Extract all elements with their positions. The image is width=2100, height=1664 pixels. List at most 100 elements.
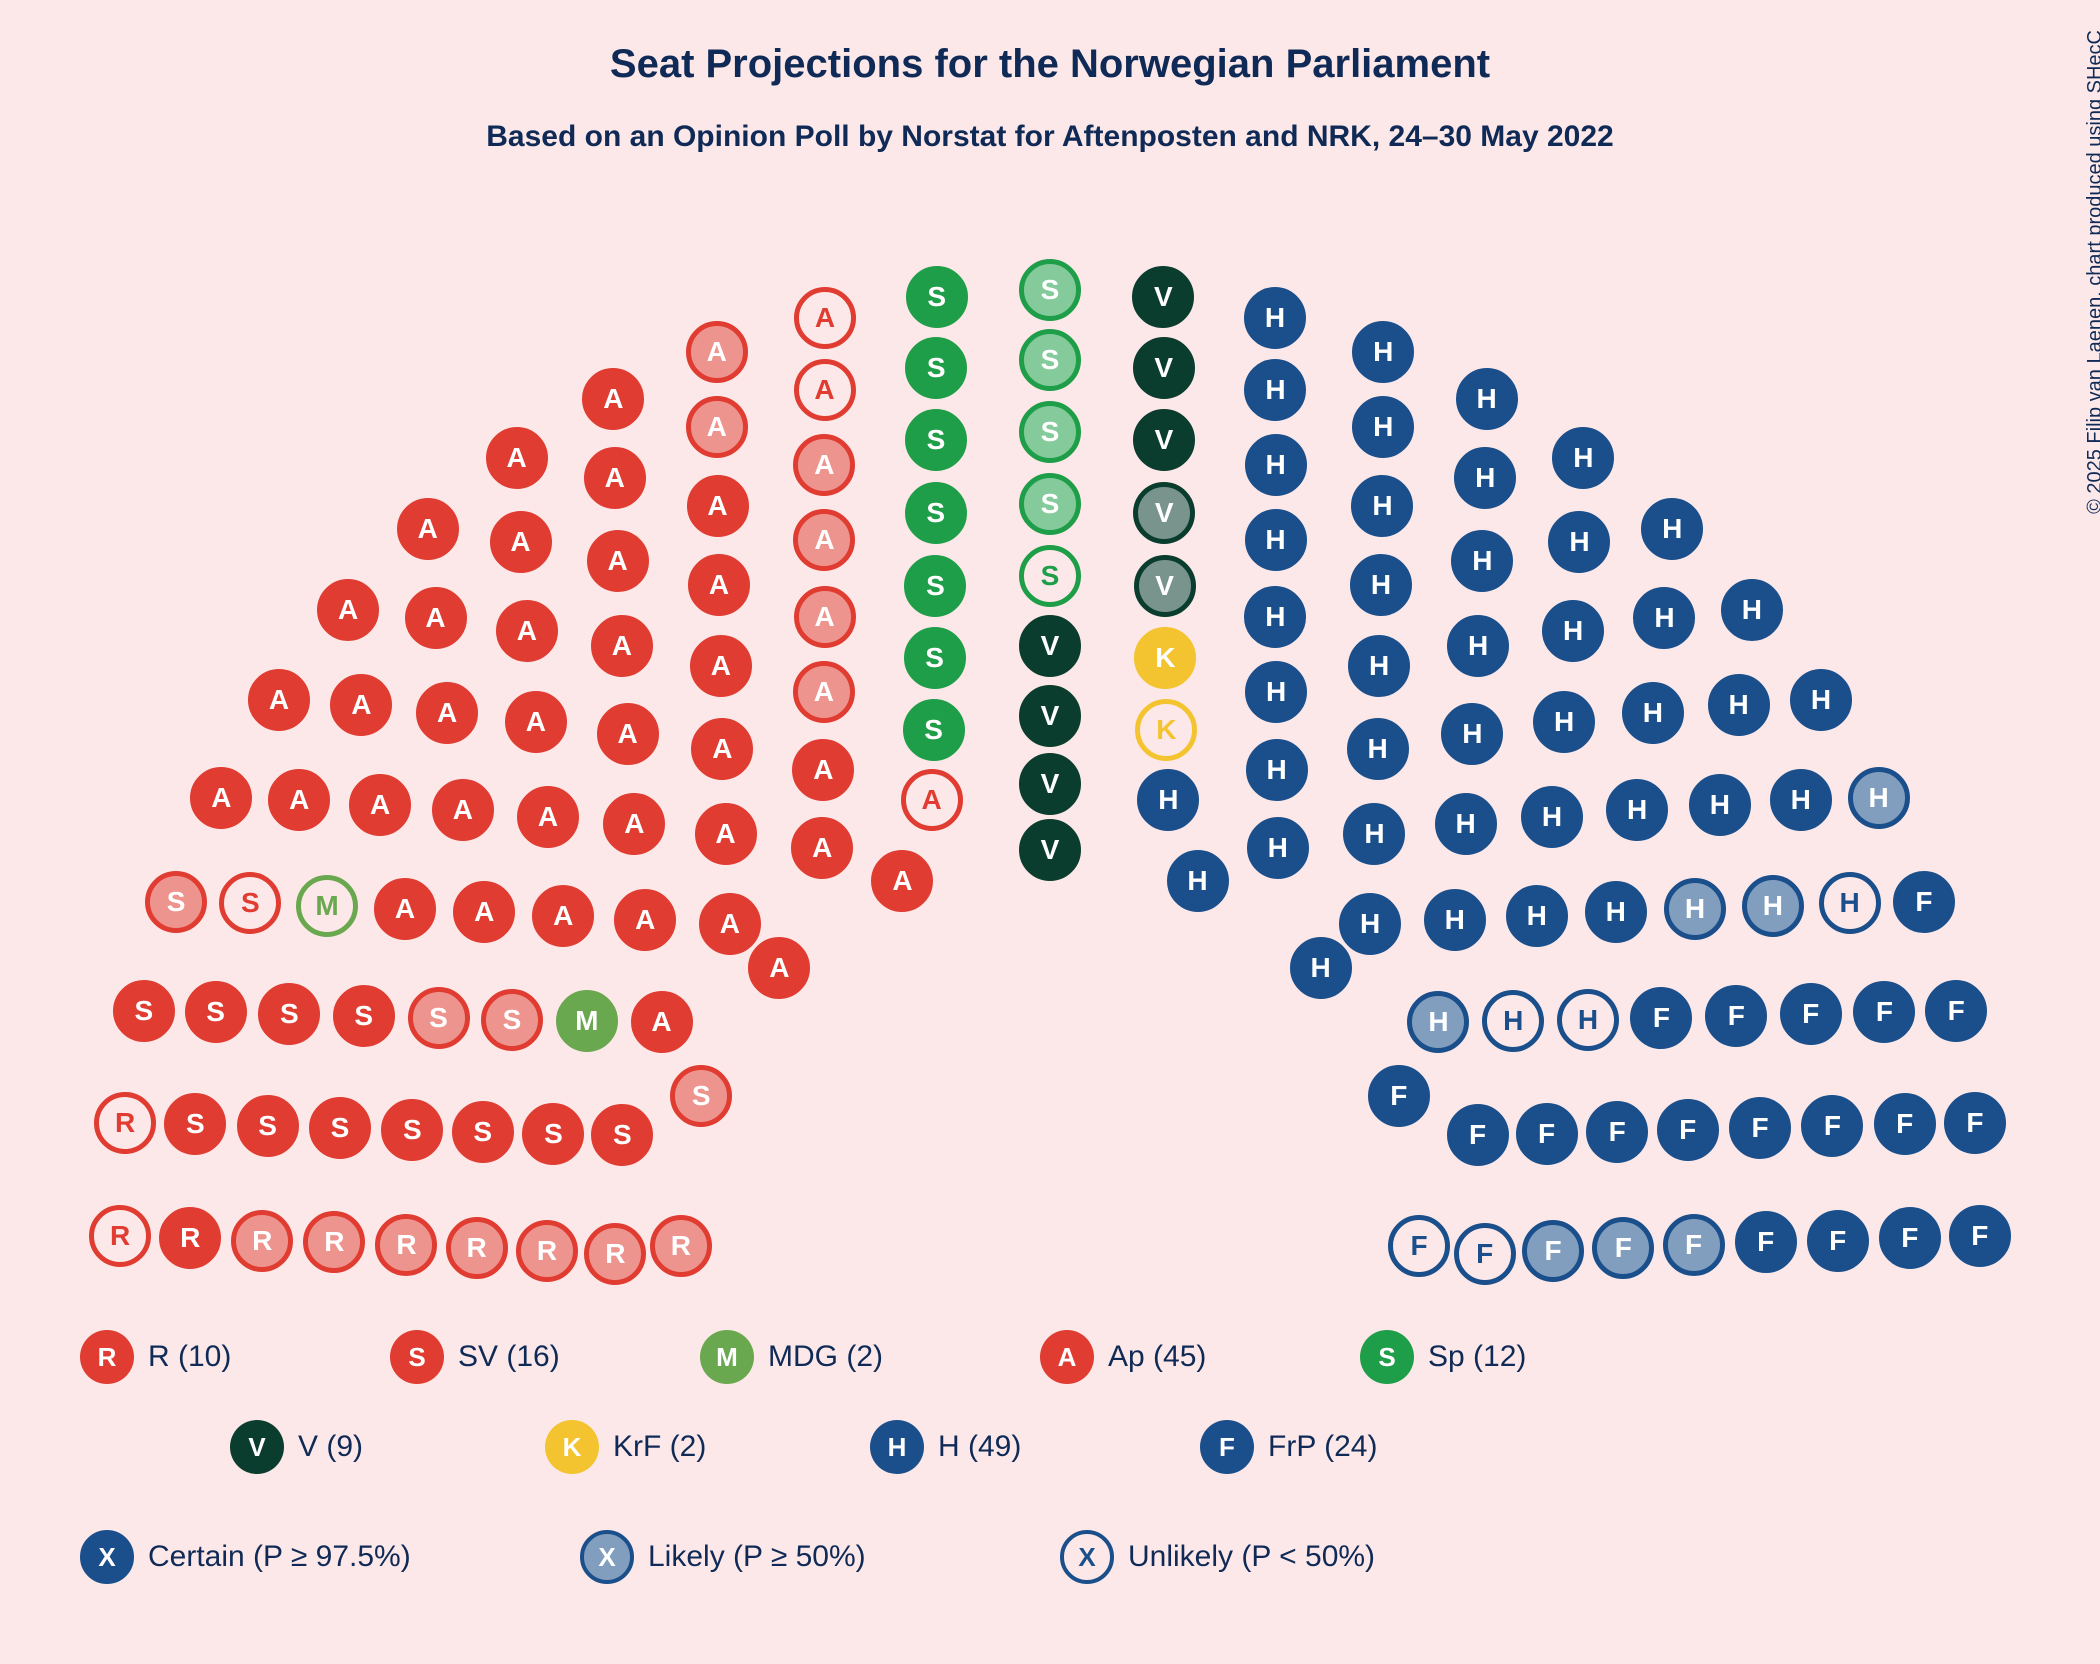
seat: A (582, 368, 644, 430)
seat: F (1801, 1095, 1863, 1157)
seat: H (1352, 396, 1414, 458)
seat: A (871, 850, 933, 912)
seat: S (164, 1093, 226, 1155)
seat: H (1689, 774, 1751, 836)
seat: S (1019, 473, 1081, 535)
seat: A (416, 682, 478, 744)
seat: A (490, 511, 552, 573)
seat: H (1350, 554, 1412, 616)
legend-party: M MDG (2) (700, 1330, 883, 1384)
seat: A (794, 586, 856, 648)
seat: R (375, 1214, 437, 1276)
seat: H (1435, 793, 1497, 855)
seat: S (905, 409, 967, 471)
seat: H (1454, 447, 1516, 509)
seat: H (1542, 600, 1604, 662)
seat: F (1663, 1214, 1725, 1276)
legend-party: HH (49) (870, 1420, 1021, 1474)
chart-stage: Seat Projections for the Norwegian Parli… (0, 0, 2100, 1664)
seat: A (486, 427, 548, 489)
legend-swatch: M (700, 1330, 754, 1384)
seat: A (432, 779, 494, 841)
seat: F (1388, 1215, 1450, 1277)
chart-title: Seat Projections for the Norwegian Parli… (0, 42, 2100, 87)
legend-label: MDG (2) (768, 1340, 883, 1374)
seat: F (1368, 1065, 1430, 1127)
seat: H (1246, 739, 1308, 801)
seat: R (516, 1220, 578, 1282)
seat: S (309, 1097, 371, 1159)
seat: S (522, 1103, 584, 1165)
seat: F (1586, 1101, 1648, 1163)
seat: F (1592, 1217, 1654, 1279)
seat: V (1019, 819, 1081, 881)
legend-party: A Ap (45) (1040, 1330, 1206, 1384)
legend-swatch: K (545, 1420, 599, 1474)
seat: F (1657, 1099, 1719, 1161)
seat: A (587, 530, 649, 592)
seat: F (1853, 981, 1915, 1043)
seat: A (496, 600, 558, 662)
legend-label: Unlikely (P < 50%) (1128, 1540, 1375, 1574)
legend-swatch: A (1040, 1330, 1094, 1384)
legend-swatch: H (870, 1420, 924, 1474)
seat: K (1134, 627, 1196, 689)
seat: F (1522, 1220, 1584, 1282)
seat: S (670, 1065, 732, 1127)
seat: H (1742, 875, 1804, 937)
chart-subtitle: Based on an Opinion Poll by Norstat for … (0, 120, 2100, 154)
seat: A (748, 937, 810, 999)
seat: F (1949, 1205, 2011, 1267)
seat: R (584, 1223, 646, 1285)
seat: A (699, 893, 761, 955)
seat: H (1721, 579, 1783, 641)
seat: A (268, 769, 330, 831)
seat: F (1807, 1210, 1869, 1272)
seat: A (603, 793, 665, 855)
seat: A (794, 287, 856, 349)
legend-swatch: F (1200, 1420, 1254, 1474)
seat: V (1133, 482, 1195, 544)
seat: A (317, 579, 379, 641)
seat: H (1247, 817, 1309, 879)
seat: H (1664, 878, 1726, 940)
seat: H (1245, 434, 1307, 496)
seat: S (237, 1095, 299, 1157)
seat: A (517, 786, 579, 848)
legend-label: Ap (45) (1108, 1340, 1206, 1374)
seat: H (1424, 889, 1486, 951)
seat: S (905, 482, 967, 544)
seat: K (1135, 699, 1197, 761)
seat: H (1848, 767, 1910, 829)
seat: R (89, 1205, 151, 1267)
legend-party: VV (9) (230, 1420, 363, 1474)
legend-party: F FrP (24) (1200, 1420, 1377, 1474)
legend-swatch: S (1360, 1330, 1414, 1384)
legend-swatch: R (80, 1330, 134, 1384)
seat: A (584, 447, 646, 509)
seat: F (1925, 980, 1987, 1042)
seat: H (1790, 669, 1852, 731)
seat: H (1339, 893, 1401, 955)
seat: H (1343, 803, 1405, 865)
seat: H (1244, 287, 1306, 349)
seat: A (597, 703, 659, 765)
seat: R (303, 1211, 365, 1273)
seat: R (159, 1207, 221, 1269)
legend-label: V (9) (298, 1430, 363, 1464)
seat: V (1019, 685, 1081, 747)
seat: R (446, 1217, 508, 1279)
legend-label: SV (16) (458, 1340, 560, 1374)
seat: S (1019, 259, 1081, 321)
seat: H (1506, 885, 1568, 947)
seat: H (1245, 661, 1307, 723)
seat: S (219, 872, 281, 934)
seat: S (145, 871, 207, 933)
legend-label: FrP (24) (1268, 1430, 1377, 1464)
seat: H (1585, 881, 1647, 943)
seat: S (258, 983, 320, 1045)
seat: A (794, 359, 856, 421)
seat: F (1735, 1211, 1797, 1273)
seat: S (906, 266, 968, 328)
seat: A (792, 739, 854, 801)
